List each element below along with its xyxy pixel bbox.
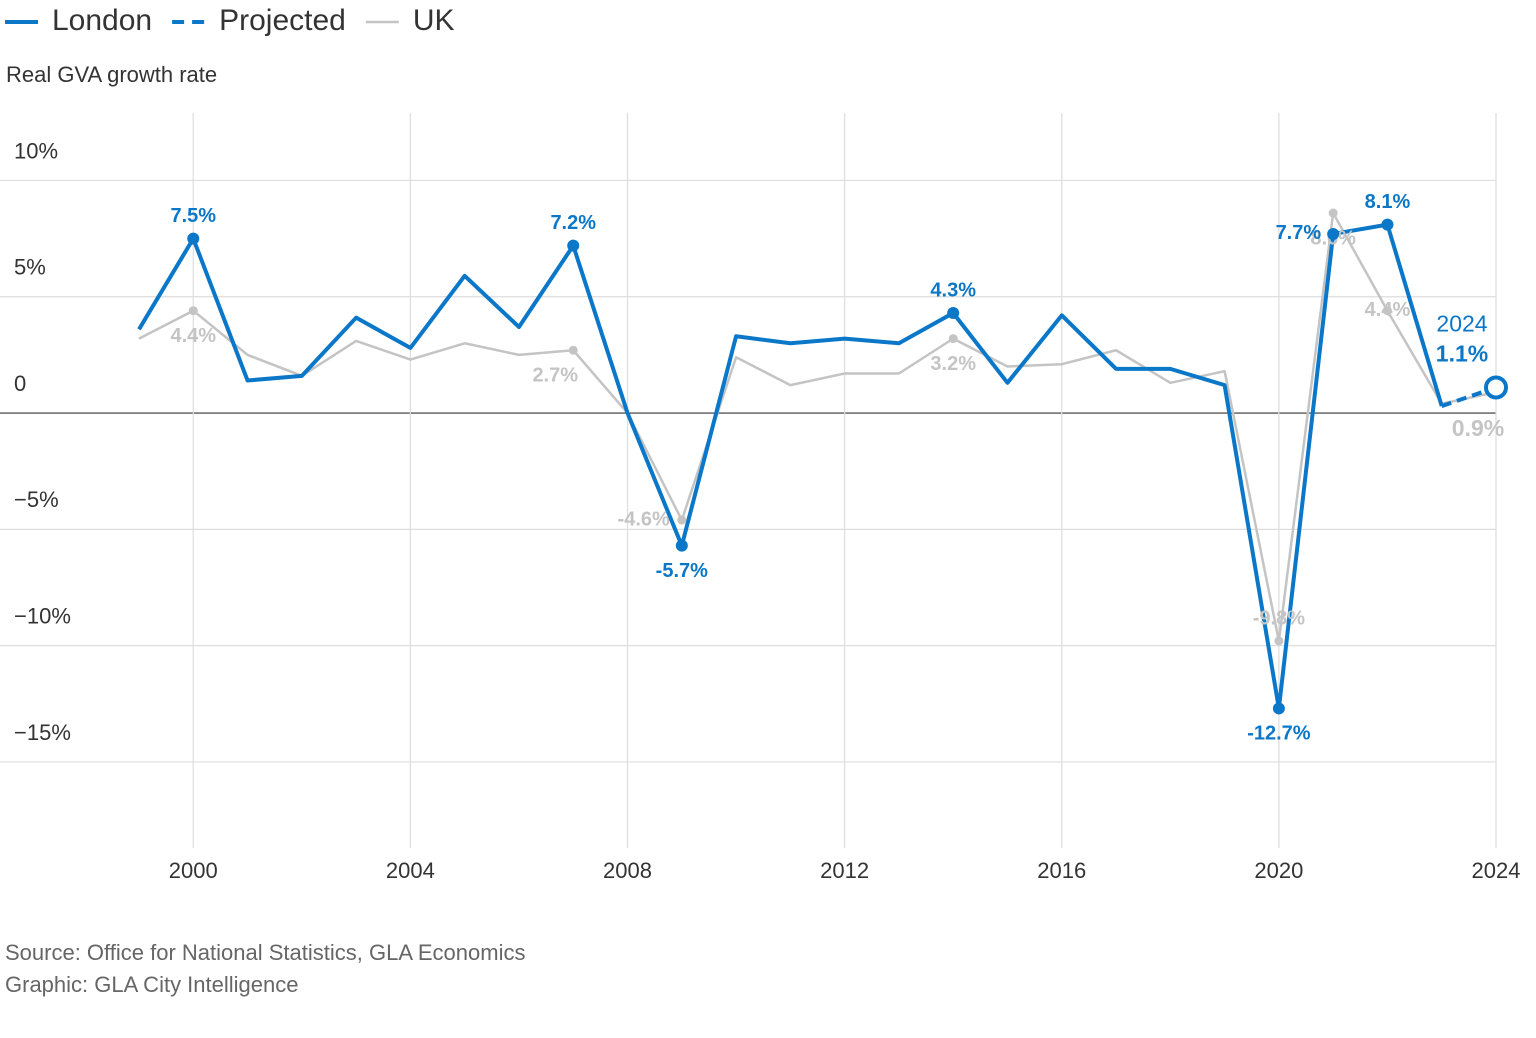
y-tick-label: −10% (14, 603, 71, 628)
y-tick-label: 10% (14, 138, 58, 163)
point (188, 306, 198, 316)
line-2 (138, 211, 1497, 643)
legend-label: UK (413, 4, 455, 37)
value-label: 7.5% (170, 205, 216, 227)
x-tick-label: 2000 (169, 858, 218, 883)
annotation: 2024 (1436, 311, 1487, 337)
point (1272, 702, 1285, 715)
y-tick-label: −15% (14, 720, 71, 745)
value-label: -5.7% (656, 560, 708, 582)
line-1 (1441, 385, 1497, 408)
point (1274, 636, 1284, 646)
y-tick-label: 0 (14, 371, 26, 396)
value-label: 8.1% (1365, 191, 1411, 213)
y-axis-title: Real GVA growth rate (6, 62, 217, 87)
value-label: 0.9% (1452, 415, 1504, 441)
x-tick-label: 2008 (603, 858, 652, 883)
point (948, 334, 958, 344)
value-label: -12.7% (1247, 723, 1311, 745)
legend-label: London (52, 4, 152, 37)
point (568, 345, 578, 355)
point (1328, 208, 1338, 218)
y-tick-label: −5% (14, 487, 59, 512)
value-label: 3.2% (930, 353, 976, 375)
credit: Graphic: GLA City Intelligence (5, 972, 298, 997)
point (567, 239, 580, 252)
point (677, 515, 687, 525)
line-0 (137, 222, 1444, 711)
point (947, 307, 960, 320)
value-label: 7.2% (550, 212, 596, 234)
y-tick-label: 5% (14, 255, 46, 280)
point (187, 232, 200, 245)
value-label: 4.4% (170, 325, 216, 347)
x-tick-label: 2020 (1254, 858, 1303, 883)
value-label: 4.3% (930, 279, 976, 301)
x-tick-label: 2004 (386, 858, 435, 883)
point (1381, 218, 1394, 231)
x-tick-label: 2016 (1037, 858, 1086, 883)
point (1327, 227, 1340, 240)
value-label: -4.6% (618, 508, 670, 530)
value-label: -9.8% (1253, 607, 1305, 629)
legend-label: Projected (219, 4, 346, 37)
end-marker (1484, 375, 1508, 400)
point (675, 539, 688, 552)
value-label: 7.7% (1276, 222, 1322, 244)
value-label: 4.4% (1365, 299, 1411, 321)
point (1382, 306, 1392, 316)
source: Source: Office for National Statistics, … (5, 940, 525, 965)
value-label: 1.1% (1436, 341, 1488, 367)
x-tick-label: 2012 (820, 858, 869, 883)
x-tick-label: 2024 (1472, 858, 1521, 883)
value-label: 2.7% (532, 365, 578, 387)
